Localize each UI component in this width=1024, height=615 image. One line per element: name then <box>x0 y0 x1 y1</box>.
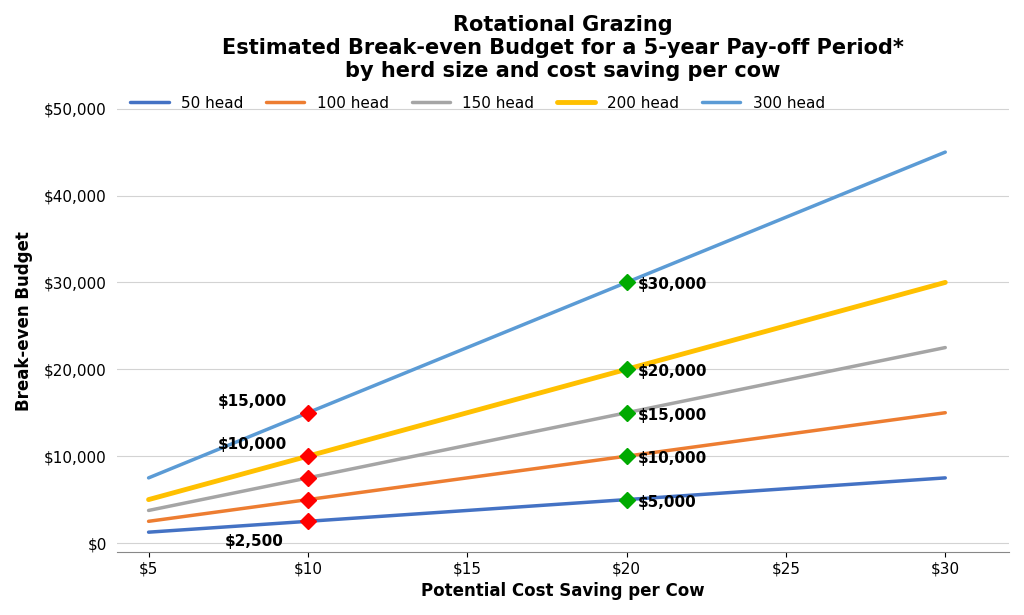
Text: $2,500: $2,500 <box>224 534 284 549</box>
200 head <box>302 453 314 460</box>
Text: $10,000: $10,000 <box>218 437 287 452</box>
Text: $5,000: $5,000 <box>638 494 696 510</box>
Line: 200 head: 200 head <box>148 282 945 499</box>
50 head <box>621 496 633 503</box>
200 head <box>142 496 155 503</box>
Text: $15,000: $15,000 <box>638 408 707 423</box>
200 head <box>461 409 473 416</box>
300 head <box>461 344 473 351</box>
Line: 150 head: 150 head <box>148 347 945 510</box>
100 head <box>461 474 473 482</box>
50 head <box>302 518 314 525</box>
200 head <box>621 365 633 373</box>
Legend: 50 head, 100 head, 150 head, 200 head, 300 head: 50 head, 100 head, 150 head, 200 head, 3… <box>124 90 830 117</box>
Text: $30,000: $30,000 <box>638 277 708 292</box>
200 head <box>780 322 793 330</box>
100 head <box>780 430 793 438</box>
100 head <box>142 518 155 525</box>
Line: 50 head: 50 head <box>148 478 945 532</box>
150 head <box>461 442 473 449</box>
50 head <box>142 528 155 536</box>
300 head <box>302 409 314 416</box>
100 head <box>939 409 951 416</box>
100 head <box>621 453 633 460</box>
300 head <box>142 474 155 482</box>
Line: 100 head: 100 head <box>148 413 945 522</box>
Text: $20,000: $20,000 <box>638 364 708 379</box>
300 head <box>621 279 633 286</box>
Line: 300 head: 300 head <box>148 152 945 478</box>
200 head <box>939 279 951 286</box>
300 head <box>780 213 793 221</box>
50 head <box>780 485 793 493</box>
150 head <box>939 344 951 351</box>
Text: $15,000: $15,000 <box>218 394 287 409</box>
150 head <box>621 409 633 416</box>
150 head <box>780 376 793 384</box>
Y-axis label: Break-even Budget: Break-even Budget <box>15 232 33 411</box>
150 head <box>302 474 314 482</box>
50 head <box>461 507 473 514</box>
300 head <box>939 148 951 156</box>
50 head <box>939 474 951 482</box>
100 head <box>302 496 314 503</box>
Text: $10,000: $10,000 <box>638 451 707 466</box>
X-axis label: Potential Cost Saving per Cow: Potential Cost Saving per Cow <box>421 582 705 600</box>
Title: Rotational Grazing
Estimated Break-even Budget for a 5-year Pay-off Period*
by h: Rotational Grazing Estimated Break-even … <box>222 15 904 81</box>
150 head <box>142 507 155 514</box>
